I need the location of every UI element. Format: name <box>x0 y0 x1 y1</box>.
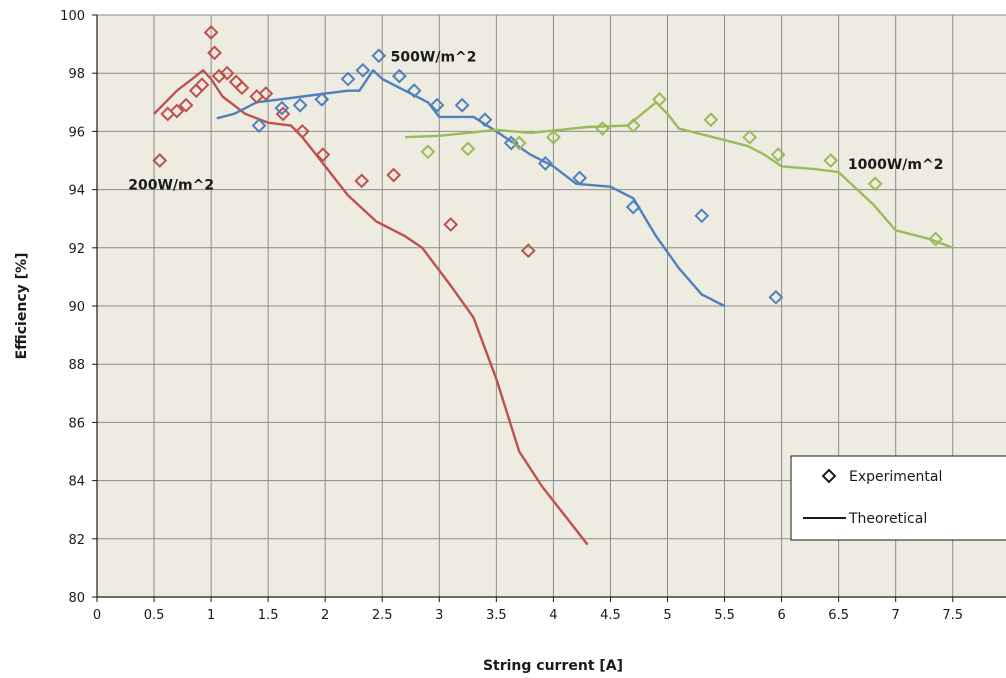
irradiance-label: 500W/m^2 <box>391 50 477 66</box>
experimental-point <box>867 176 883 192</box>
experimental-point <box>454 97 470 113</box>
experimental-point <box>314 91 330 107</box>
y-tick-labels: 80 82 84 86 88 90 92 94 96 98 100 <box>60 9 85 606</box>
experimental-point <box>340 71 356 87</box>
experimental-point <box>274 100 290 116</box>
x-tick-label: 5.5 <box>714 608 735 623</box>
experimental-point <box>258 86 274 101</box>
legend-theoretical-label: Theoretical <box>848 511 927 527</box>
experimental-point <box>406 83 422 99</box>
experimental-point <box>194 77 210 93</box>
x-tick-labels: 00.511.522.533.544.555.566.577.58 <box>93 608 1006 623</box>
legend-experimental-label: Experimental <box>849 469 942 485</box>
experimental-points <box>152 25 944 305</box>
experimental-point <box>355 62 371 78</box>
experimental-point <box>354 173 370 189</box>
x-tick-label: 4.5 <box>600 608 621 623</box>
experimental-point <box>169 103 185 119</box>
experimental-point <box>219 65 235 81</box>
experimental-point <box>520 243 536 259</box>
y-tick-label: 100 <box>60 9 85 24</box>
experimental-point <box>207 45 222 61</box>
experimental-point <box>371 48 387 64</box>
experimental-point <box>294 123 310 139</box>
x-tick-label: 3.5 <box>486 608 507 623</box>
y-tick-label: 88 <box>68 358 85 373</box>
experimental-point <box>572 170 588 186</box>
experimental-point <box>595 121 610 136</box>
y-tick-label: 96 <box>68 125 85 140</box>
x-tick-label: 2.5 <box>372 608 393 623</box>
theoretical-line-2 <box>405 101 954 249</box>
y-tick-label: 80 <box>68 591 85 606</box>
experimental-point <box>545 129 561 145</box>
axes <box>92 14 1006 602</box>
x-tick-label: 7.5 <box>942 608 963 623</box>
y-tick-label: 82 <box>68 533 85 548</box>
x-tick-label: 7 <box>892 608 900 623</box>
experimental-point <box>742 129 758 145</box>
experimental-point <box>928 231 944 247</box>
experimental-point <box>292 97 308 113</box>
x-axis-title: String current [A] <box>483 658 623 674</box>
experimental-point <box>703 112 719 128</box>
experimental-point <box>694 208 710 224</box>
x-tick-label: 1 <box>207 608 215 623</box>
y-tick-label: 92 <box>68 242 85 257</box>
x-tick-label: 5 <box>663 608 671 623</box>
experimental-point <box>178 97 194 113</box>
x-tick-label: 6.5 <box>828 608 849 623</box>
experimental-point <box>823 153 839 168</box>
y-tick-label: 90 <box>68 300 85 315</box>
grid <box>97 14 1006 597</box>
x-tick-label: 1.5 <box>258 608 279 623</box>
x-tick-label: 2 <box>321 608 329 623</box>
y-tick-label: 84 <box>68 475 85 490</box>
x-tick-label: 6 <box>777 608 785 623</box>
experimental-point <box>429 97 445 113</box>
theoretical-line-1 <box>216 69 726 308</box>
experimental-point <box>477 112 493 128</box>
legend-diamond-marker <box>821 468 837 484</box>
experimental-point <box>770 147 786 163</box>
irradiance-annotations: 200W/m^2 500W/m^2 1000W/m^2 <box>128 50 943 194</box>
x-tick-label: 4 <box>549 608 557 623</box>
x-tick-label: 3 <box>435 608 443 623</box>
experimental-point <box>460 141 476 157</box>
x-tick-label: 0.5 <box>144 608 165 623</box>
experimental-point <box>420 144 436 160</box>
experimental-point <box>391 68 407 84</box>
experimental-point <box>386 167 402 183</box>
legend: Experimental Theoretical <box>790 455 1006 541</box>
x-tick-label: 0 <box>93 608 101 623</box>
theoretical-lines <box>153 69 954 546</box>
y-axis-title: Efficiency [%] <box>14 253 30 360</box>
theoretical-line-0 <box>153 69 589 546</box>
experimental-point <box>443 217 459 232</box>
experimental-point <box>152 153 168 168</box>
irradiance-label: 200W/m^2 <box>128 178 214 194</box>
legend-box <box>790 455 1006 541</box>
experimental-point <box>203 25 219 40</box>
experimental-point <box>234 80 250 96</box>
y-tick-label: 94 <box>68 184 85 199</box>
irradiance-label: 1000W/m^2 <box>848 157 944 173</box>
experimental-point <box>251 118 267 133</box>
y-tick-label: 98 <box>68 67 85 82</box>
experimental-point <box>625 118 641 133</box>
experimental-point <box>537 155 553 171</box>
experimental-point <box>625 199 641 215</box>
experimental-point <box>652 91 667 107</box>
experimental-point <box>315 147 331 163</box>
experimental-point <box>511 135 527 151</box>
experimental-point <box>768 289 784 305</box>
y-tick-label: 86 <box>68 416 85 431</box>
